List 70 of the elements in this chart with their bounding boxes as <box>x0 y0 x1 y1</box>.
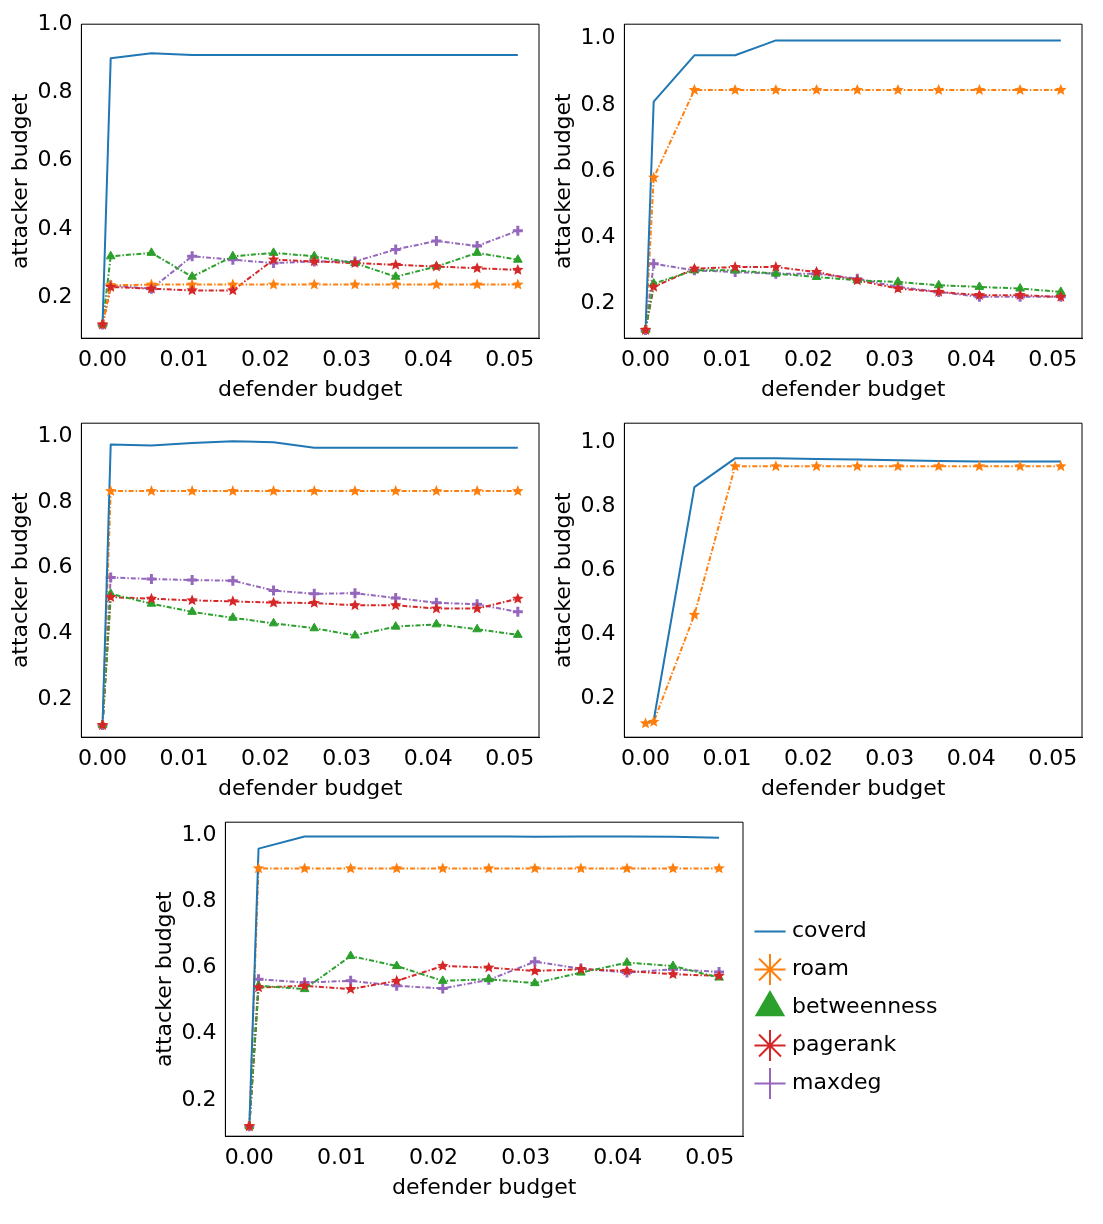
legend-label: betweenness <box>791 993 938 1019</box>
y-tick-label: 1.0 <box>37 422 73 448</box>
y-tick-label: 0.4 <box>180 1019 216 1045</box>
x-tick-label: 0.00 <box>621 346 671 372</box>
x-tick-label: 0.05 <box>1028 745 1078 771</box>
x-tick-label: 0.01 <box>702 745 752 771</box>
x-tick-label: 0.04 <box>592 1144 642 1170</box>
x-tick-label: 0.02 <box>783 745 833 771</box>
legend-label: roam <box>791 955 849 981</box>
x-axis-title: defender budget <box>218 774 403 800</box>
x-tick-label: 0.00 <box>78 346 128 372</box>
y-tick-label: 0.4 <box>580 223 616 248</box>
x-tick-label: 0.00 <box>78 745 128 771</box>
y-tick-label: 0.8 <box>580 90 616 116</box>
legend-label: maxdeg <box>791 1069 881 1095</box>
y-tick-label: 0.2 <box>180 1085 216 1111</box>
x-tick-label: 0.02 <box>240 346 290 372</box>
x-tick-label: 0.04 <box>403 745 453 771</box>
y-axis-title: attacker budget <box>549 92 575 270</box>
y-tick-label: 0.8 <box>180 887 216 913</box>
legend-label: pagerank <box>791 1031 896 1057</box>
legend-label: coverd <box>791 917 867 943</box>
y-tick-label: 0.6 <box>580 555 616 581</box>
y-tick-label: 0.6 <box>180 953 216 979</box>
x-axis-title: defender budget <box>218 375 403 401</box>
y-tick-label: 0.8 <box>37 78 73 104</box>
x-tick-label: 0.00 <box>621 745 671 771</box>
y-axis-title: attacker budget <box>549 491 575 669</box>
y-tick-label: 0.4 <box>580 619 616 645</box>
x-tick-label: 0.03 <box>865 745 915 771</box>
y-tick-label: 1.0 <box>37 9 73 35</box>
x-tick-label: 0.04 <box>946 745 996 771</box>
y-tick-label: 0.2 <box>37 282 73 308</box>
y-tick-label: 0.2 <box>580 289 616 315</box>
x-axis-title: defender budget <box>761 774 946 800</box>
x-tick-label: 0.04 <box>403 346 453 372</box>
x-axis-title: defender budget <box>391 1173 577 1199</box>
y-tick-label: 1.0 <box>580 24 616 50</box>
x-tick-label: 0.05 <box>485 745 535 771</box>
x-tick-label: 0.02 <box>783 346 833 372</box>
x-tick-label: 0.01 <box>702 346 752 372</box>
y-tick-label: 0.2 <box>37 684 73 710</box>
x-tick-label: 0.05 <box>485 346 535 372</box>
y-tick-label: 0.6 <box>580 156 616 182</box>
x-tick-label: 0.03 <box>500 1144 550 1170</box>
y-tick-label: 0.2 <box>580 683 616 709</box>
y-axis-title: attacker budget <box>150 890 176 1068</box>
y-axis-title: attacker budget <box>6 92 32 270</box>
x-tick-label: 0.02 <box>408 1144 458 1170</box>
x-tick-label: 0.03 <box>322 745 372 771</box>
x-tick-label: 0.03 <box>322 346 372 372</box>
y-tick-label: 0.8 <box>580 491 616 517</box>
y-tick-label: 1.0 <box>180 821 216 847</box>
x-tick-label: 0.01 <box>159 346 209 372</box>
x-tick-label: 0.05 <box>684 1144 734 1170</box>
y-axis-title: attacker budget <box>6 491 32 669</box>
x-tick-label: 0.05 <box>1028 346 1078 372</box>
x-axis-title: defender budget <box>761 375 946 401</box>
x-tick-label: 0.00 <box>224 1144 274 1170</box>
y-tick-label: 0.4 <box>37 214 73 240</box>
y-tick-label: 0.6 <box>37 553 73 579</box>
x-tick-label: 0.02 <box>240 745 290 771</box>
x-tick-label: 0.04 <box>946 346 996 372</box>
x-tick-label: 0.01 <box>316 1144 366 1170</box>
y-tick-label: 0.6 <box>37 146 73 172</box>
x-tick-label: 0.03 <box>865 346 915 372</box>
y-tick-label: 0.8 <box>37 487 73 513</box>
x-tick-label: 0.01 <box>159 745 209 771</box>
y-tick-label: 0.4 <box>37 618 73 644</box>
y-tick-label: 1.0 <box>580 428 616 454</box>
